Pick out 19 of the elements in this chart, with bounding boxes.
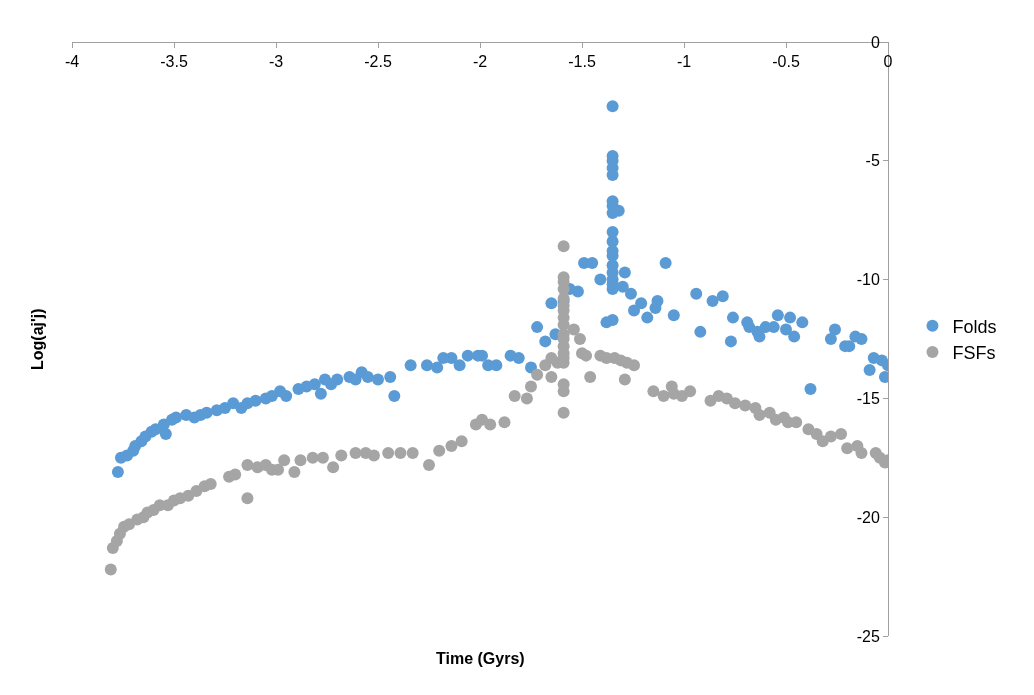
x-tick-label: -2	[472, 53, 488, 71]
y-tick-label: -15	[856, 390, 880, 407]
x-axis-title: Time (Gyrs)	[436, 650, 525, 667]
y-tick-label: -5	[865, 152, 880, 170]
x-tick-label: -2.5	[364, 53, 392, 71]
x-tick-label: -0.5	[772, 53, 800, 71]
x-tick-label: -1.5	[568, 53, 596, 71]
y-tick-label: -10	[856, 271, 880, 289]
legend-label: FSFs	[952, 343, 996, 364]
y-tick-label: -25	[856, 627, 880, 645]
y-tick-label: 0	[870, 33, 880, 51]
x-tick-label: -3	[268, 53, 284, 71]
y-tick-label: -20	[856, 508, 880, 526]
x-tick-label: 0	[883, 53, 893, 71]
x-tick-label: -4	[64, 53, 80, 71]
y-axis-title: Log(aj'j)	[29, 308, 47, 371]
legend-label: Folds	[952, 316, 997, 337]
x-tick-label: -3.5	[160, 53, 188, 71]
x-tick-label: -1	[676, 53, 692, 71]
